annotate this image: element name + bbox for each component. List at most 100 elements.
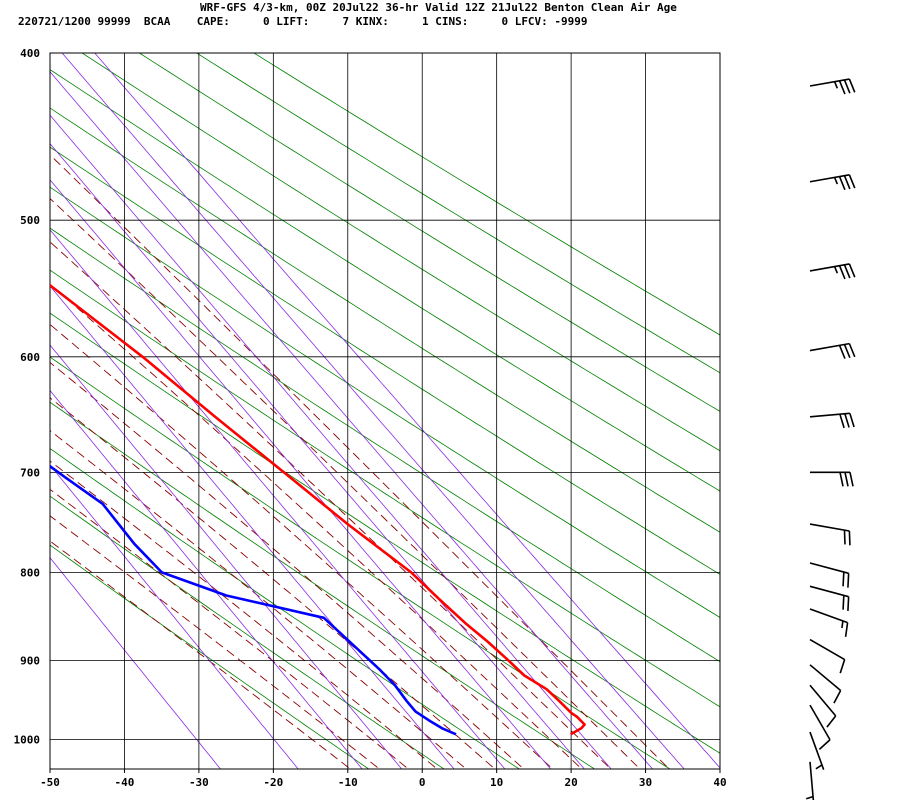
x-tick-label: 10: [490, 776, 503, 789]
mixing-ratio-line: [50, 71, 654, 769]
wind-barb-flag: [848, 263, 856, 278]
moist-adiabat-line: [50, 323, 554, 769]
series-layer: [50, 283, 586, 736]
wind-barb-staff: [809, 664, 842, 692]
wind-barb-half-flag: [833, 266, 839, 274]
wind-barb: [809, 585, 850, 612]
wind-barb: [805, 761, 815, 800]
wind-barb-staff: [809, 704, 831, 741]
wind-barb-flag: [847, 573, 850, 588]
wind-barb: [809, 638, 846, 674]
x-tick-label: -30: [189, 776, 209, 789]
wind-barb-staff: [809, 174, 850, 183]
mixing-ratio-line: [50, 229, 506, 769]
moist-adiabat-line: [50, 283, 583, 769]
mixing-ratio-line: [50, 557, 222, 769]
moist-adiabat-line: [50, 361, 525, 769]
wind-barb: [809, 731, 825, 770]
x-tick-label: 40: [713, 776, 726, 789]
dry-adiabat-line: [50, 312, 720, 754]
dry-adiabat-line: [50, 186, 720, 618]
wind-barb-staff: [809, 562, 849, 575]
moist-adiabat-line: [50, 460, 438, 769]
plot-border: [49, 52, 721, 770]
dry-adiabat-line: [50, 356, 671, 769]
wind-barb-flag: [842, 571, 845, 587]
dry-adiabat-line: [50, 269, 720, 708]
wind-barb-flag: [847, 596, 850, 612]
dry-adiabat-line: [81, 53, 720, 452]
moist-adiabat-line: [50, 515, 381, 769]
wind-barb-staff: [809, 342, 850, 352]
wind-barb-flag: [838, 265, 846, 280]
wind-barb: [809, 523, 851, 546]
wind-barb-half-flag: [841, 620, 844, 629]
wind-barb-flag: [843, 264, 851, 279]
x-tick-label: 30: [639, 776, 652, 789]
wind-barb: [809, 608, 849, 637]
wind-barb: [809, 704, 831, 750]
wind-barb: [810, 471, 854, 487]
x-tick-label: -20: [263, 776, 283, 789]
wind-barb-flag: [849, 413, 855, 428]
wind-barb: [809, 342, 856, 359]
x-tick-label: 20: [564, 776, 577, 789]
wind-barb-flag: [848, 530, 851, 546]
wind-barb: [809, 562, 850, 588]
wind-barb-staff: [809, 585, 849, 598]
mixing-ratio-line: [50, 389, 363, 769]
wind-barb-flag: [826, 715, 837, 728]
y-tick-label: 500: [20, 214, 40, 227]
y-tick-label: 700: [20, 466, 40, 479]
wind-barb-staff: [809, 684, 837, 717]
wind-barb-half-flag: [833, 81, 839, 89]
dry-adiabat-line: [50, 107, 720, 533]
x-tick-label: 0: [419, 776, 426, 789]
mixing-ratio-line: [50, 344, 403, 769]
dry-adiabat-line: [50, 401, 596, 769]
dry-adiabat-line: [138, 53, 720, 412]
moist-adiabat-line: [50, 197, 641, 769]
mixing-ratio-line: [61, 53, 685, 769]
wind-barb-flag: [839, 659, 846, 674]
wind-barb-half-flag: [805, 795, 814, 800]
wind-barb-flag: [848, 174, 856, 189]
wind-barb: [809, 664, 842, 704]
wind-barb-flag: [818, 739, 831, 750]
wind-barb: [809, 263, 856, 280]
y-tick-label: 600: [20, 351, 40, 364]
wind-barb-staff: [809, 78, 850, 87]
wind-barb-staff: [809, 761, 815, 800]
wind-barb-flag: [843, 175, 851, 190]
dry-adiabat-line: [50, 448, 521, 769]
wind-barb-flag: [833, 690, 842, 704]
wind-barb-flag: [838, 80, 846, 95]
wind-barb-staff: [809, 638, 846, 661]
wind-barb-flag: [844, 472, 849, 487]
wind-barb-flag: [839, 413, 845, 429]
moist-adiabat-line: [50, 488, 410, 769]
wind-barb-flag: [839, 472, 844, 487]
y-tick-label: 400: [20, 47, 40, 60]
moist-adiabat-line: [50, 397, 496, 769]
chart-title-line-2: 220721/1200 99999 BCAA CAPE: 0 LIFT: 7 K…: [18, 15, 588, 28]
background-lines: [50, 53, 720, 769]
wind-barb-half-flag: [833, 177, 839, 185]
mixing-ratio-line: [50, 143, 585, 769]
wind-barb-flag: [838, 345, 846, 359]
dry-adiabat-line: [195, 53, 720, 374]
mixing-ratio-line: [50, 464, 299, 769]
mixing-ratio-line: [50, 179, 552, 769]
wind-barb: [809, 412, 855, 429]
chart-title-line-1: WRF-GFS 4/3-km, 00Z 20Jul22 36-hr Valid …: [200, 1, 677, 14]
wind-barbs: [805, 78, 856, 800]
wind-barb-staff: [809, 608, 848, 624]
wind-barb-flag: [838, 176, 846, 191]
dry-adiabat-line: [253, 53, 720, 336]
wind-barb-flag: [848, 78, 856, 93]
y-tick-label: 800: [20, 566, 40, 579]
wind-barb-flag: [843, 79, 851, 94]
y-tick-label: 900: [20, 655, 40, 668]
wind-barb-flag: [843, 530, 846, 545]
